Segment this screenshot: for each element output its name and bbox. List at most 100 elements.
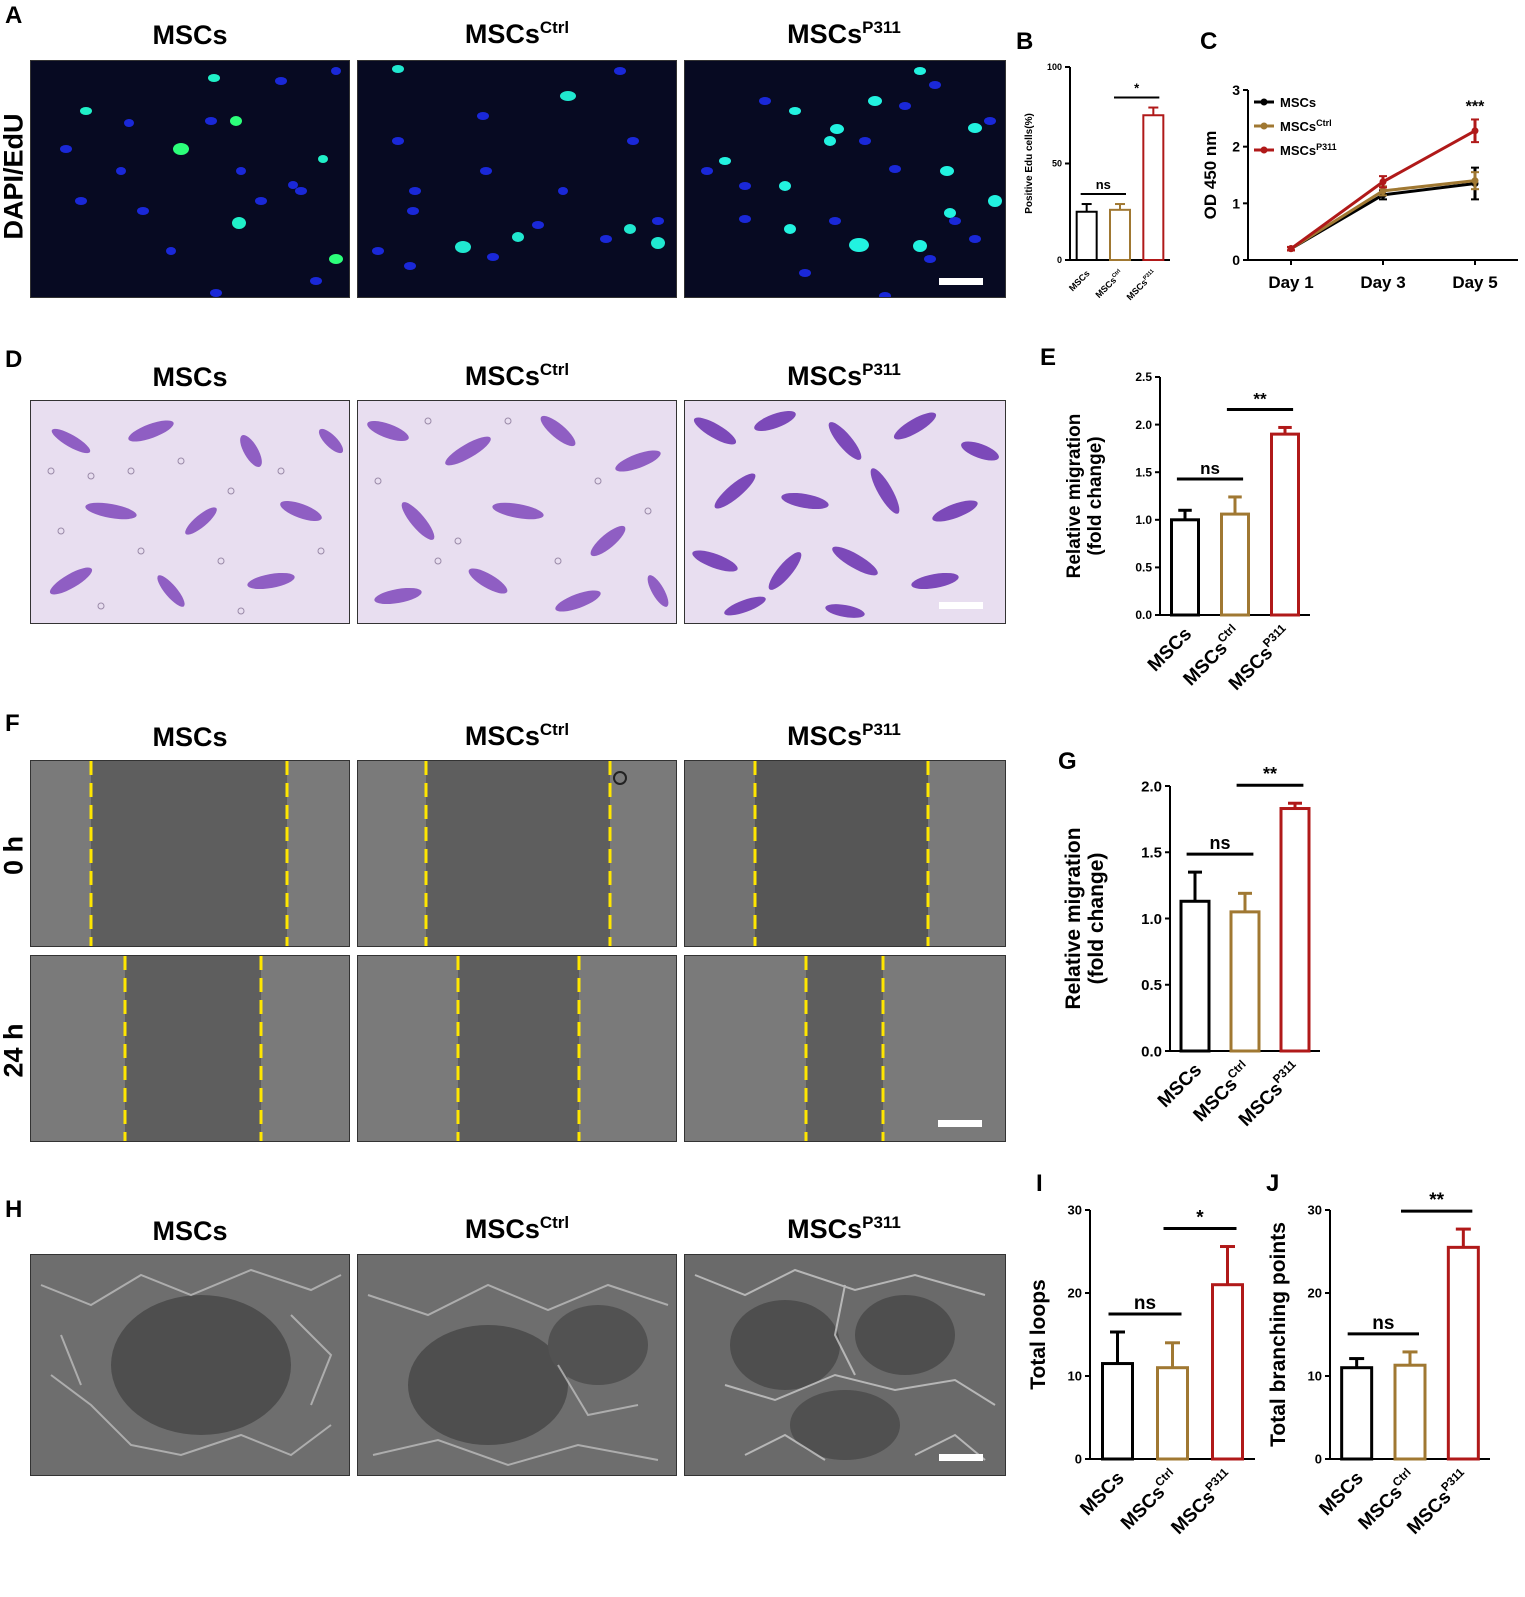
- image-scratch-24h-mscs-ctrl: [357, 955, 677, 1142]
- cells-layer: [692, 411, 999, 618]
- scratch-layer: [685, 956, 1005, 1141]
- bar: [1229, 910, 1261, 1053]
- x-tick-label-base: MSCs: [1225, 643, 1277, 695]
- x-tick-label-base: MSCs: [1076, 1468, 1128, 1520]
- bar: [1156, 1366, 1189, 1461]
- panel-label-c: C: [1200, 28, 1218, 55]
- bar: [1101, 1362, 1134, 1461]
- significance-label: ns: [1372, 1313, 1394, 1334]
- y-tick-label: 1.5: [1135, 465, 1152, 479]
- y-tick-label: 0: [1232, 252, 1240, 268]
- tubes-layer: [694, 1268, 996, 1461]
- legend-label: MSCsCtrl: [1280, 118, 1332, 134]
- panel-label-f: F: [5, 710, 20, 737]
- legend-label: MSCs: [1280, 95, 1316, 110]
- nuclei-layer: [372, 65, 665, 270]
- y-tick-label: 1.0: [1141, 911, 1162, 928]
- legend-label-sup: P311: [1316, 142, 1337, 152]
- significance-label: **: [1429, 1190, 1444, 1211]
- bar: [1446, 1245, 1480, 1461]
- panel-label-h: H: [5, 1196, 23, 1223]
- y-axis-label: Total loops: [1027, 1279, 1050, 1389]
- tubes-layer: [367, 1283, 669, 1467]
- x-tick-label: Day 1: [1268, 273, 1313, 292]
- x-tick-label-base: MSCs: [1235, 1079, 1287, 1131]
- y-tick-label: 50: [1052, 159, 1062, 169]
- x-tick-label: MSCs: [1316, 1468, 1368, 1520]
- y-tick-label: 30: [1308, 1203, 1322, 1218]
- y-axis-label: OD 450 nm: [1201, 131, 1220, 220]
- x-tick-label-base: MSCs: [1067, 268, 1092, 293]
- nuclei-layer: [701, 67, 1002, 297]
- x-tick-label-base: MSCs: [1167, 1487, 1219, 1539]
- nuclei-layer: [60, 67, 343, 297]
- bar: [1220, 512, 1250, 617]
- image-tube-mscs-p311: [684, 1254, 1006, 1476]
- panel-label-i: I: [1036, 1170, 1043, 1197]
- title-mscs-p311: MSCsP311: [787, 1213, 901, 1244]
- chart-b-edu-positive: 0 50 100 Positive Edu cells(%) MSCs MSCsCtrlM…: [1024, 62, 1170, 302]
- scratch-layer: [358, 956, 676, 1141]
- y-tick-label: 0.5: [1141, 977, 1162, 994]
- legend-label-base: MSCs: [1280, 119, 1316, 134]
- title-mscs-p311: MSCsP311: [787, 18, 901, 49]
- title-mscs-ctrl: MSCsCtrl: [464, 720, 570, 751]
- y-tick-label: 20: [1308, 1286, 1322, 1301]
- significance-label: *: [1196, 1208, 1204, 1229]
- title-mscs: MSCs: [152, 362, 228, 392]
- y-tick-label: 3: [1232, 82, 1240, 98]
- bar: [1075, 210, 1098, 261]
- row-label-dapi-edu: DAPI/EdU: [0, 113, 29, 240]
- x-tick-label: MSCsP311: [1125, 268, 1159, 302]
- scale-bar: [939, 1454, 983, 1461]
- image-transwell-mscs-p311: [684, 400, 1006, 624]
- row-label-24h: 24 h: [0, 1023, 29, 1078]
- y-tick-label: 20: [1068, 1286, 1082, 1301]
- data-point: [1379, 178, 1387, 186]
- x-tick-label-base: MSCs: [1355, 1482, 1407, 1534]
- x-tick-label: MSCs: [1076, 1468, 1128, 1520]
- panel-label-e: E: [1040, 344, 1057, 371]
- y-tick-label: 0: [1315, 1452, 1322, 1467]
- chart-g-scratch-migration: 0.0 0.5 1.0 1.5 2.0 Relative migration (fold c…: [1062, 764, 1320, 1131]
- legend-label-base: MSCs: [1280, 95, 1316, 110]
- title-mscs-ctrl: MSCsCtrl: [464, 18, 570, 49]
- image-scratch-24h-mscs-p311: [684, 955, 1006, 1142]
- tubes-layer: [40, 1268, 342, 1457]
- data-point: [1287, 245, 1295, 253]
- panel-label-j: J: [1266, 1170, 1280, 1197]
- bar: [1393, 1363, 1427, 1461]
- scale-bar: [939, 602, 983, 609]
- image-scratch-24h-mscs: [30, 955, 350, 1142]
- x-tick-label: MSCsP311: [1402, 1466, 1475, 1539]
- scratch-layer: [685, 761, 1005, 946]
- y-tick-label: 100: [1047, 62, 1062, 72]
- x-tick-label: Day 3: [1360, 273, 1405, 292]
- y-axis-label: (fold change): [1085, 436, 1106, 555]
- x-tick-label-sup: P311: [1439, 1466, 1467, 1494]
- title-mscs-p311: MSCsP311: [787, 720, 901, 751]
- y-tick-label: 0: [1057, 255, 1062, 265]
- title-mscs-p311: MSCsP311: [787, 360, 901, 391]
- legend-label: MSCsP311: [1280, 142, 1337, 158]
- title-mscs-ctrl: MSCsCtrl: [464, 1213, 570, 1244]
- bar: [1170, 518, 1200, 617]
- y-tick-label: 1.0: [1135, 513, 1152, 527]
- y-tick-label: 2.5: [1135, 370, 1152, 384]
- y-axis-label: Relative migration: [1064, 414, 1085, 579]
- significance-label: ns: [1096, 177, 1111, 192]
- x-tick-label: Day 5: [1452, 273, 1497, 292]
- scratch-layer: [358, 761, 676, 946]
- y-tick-label: 1: [1232, 195, 1240, 211]
- legend-label-base: MSCs: [1280, 143, 1316, 158]
- x-tick-label-sup: P311: [1271, 1058, 1299, 1086]
- title-mscs: MSCs: [152, 722, 228, 752]
- image-tube-mscs-ctrl: [357, 1254, 677, 1476]
- legend-marker: [1260, 98, 1268, 106]
- image-scratch-0h-mscs-p311: [684, 760, 1006, 947]
- y-tick-label: 0.0: [1135, 608, 1152, 622]
- data-point: [1471, 177, 1479, 185]
- y-tick-label: 1.5: [1141, 845, 1162, 862]
